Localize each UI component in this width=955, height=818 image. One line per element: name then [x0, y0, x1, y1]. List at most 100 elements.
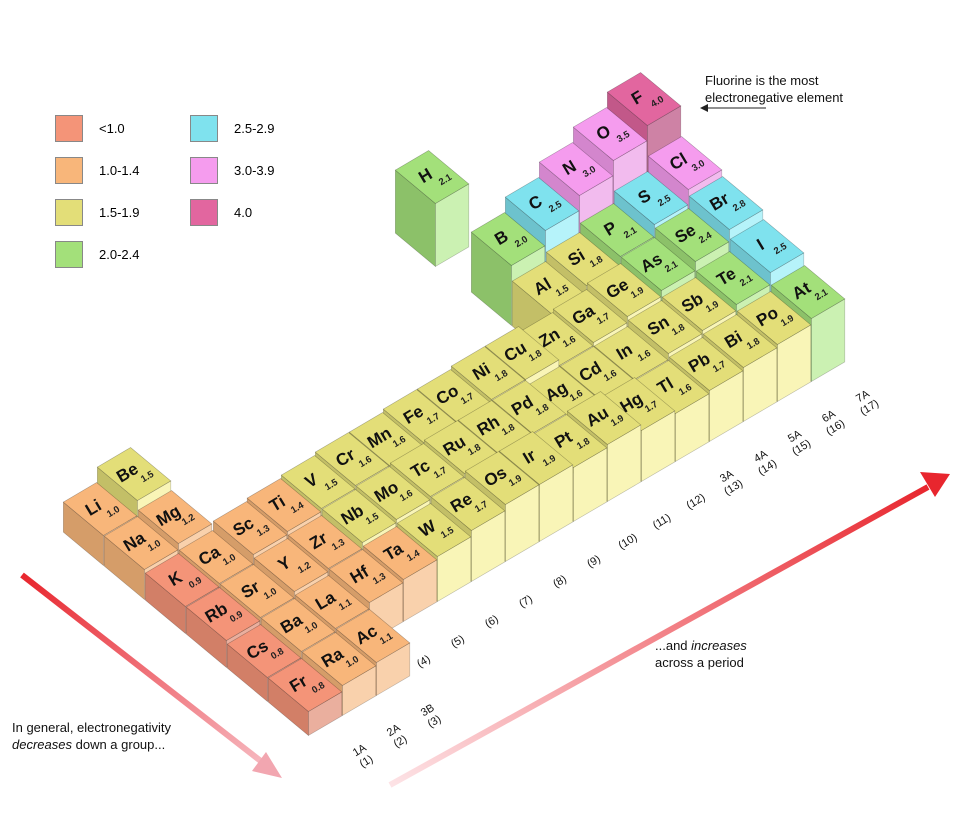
legend-swatch	[190, 157, 218, 184]
arrow-shaft	[20, 572, 264, 765]
group-label: (12)	[684, 492, 707, 512]
across-note: ...and increases across a period	[655, 637, 747, 671]
block-top-face	[688, 176, 764, 230]
note-text: down a group...	[75, 737, 166, 752]
group-name: 3B	[419, 702, 437, 719]
block-top-face	[430, 477, 506, 531]
note-line: decreases down a group...	[12, 736, 171, 753]
element-block: Bi 1.8	[702, 314, 778, 423]
legend-swatch	[55, 157, 83, 184]
block-top-face	[464, 451, 540, 505]
legend-label: 3.0-3.9	[234, 163, 275, 178]
legend-swatch	[55, 241, 83, 268]
block-top-face	[178, 530, 254, 584]
block-right-face	[709, 370, 744, 443]
note-line: In general, electronegativity	[12, 720, 171, 735]
group-number: (12)	[684, 492, 707, 512]
block-top-face	[301, 632, 377, 686]
block-top-face	[212, 501, 288, 555]
group-number: (2)	[392, 733, 410, 750]
group-label: 2A(2)	[385, 722, 410, 751]
block-right-face	[743, 347, 778, 423]
block-top-face	[736, 291, 812, 345]
legend-label: <1.0	[99, 121, 125, 136]
group-number: (4)	[415, 653, 433, 670]
arrow-across-group	[388, 472, 950, 788]
block-top-face	[606, 72, 682, 126]
legend-swatch	[55, 115, 83, 142]
block-top-face	[702, 314, 778, 368]
block-top-face	[566, 391, 642, 445]
block-top-face	[396, 503, 472, 557]
block-top-face	[328, 549, 404, 603]
group-number: (10)	[616, 532, 639, 552]
block-top-face	[627, 300, 703, 354]
group-label: (10)	[616, 532, 639, 552]
block-right-face	[435, 183, 470, 268]
group-number: (8)	[551, 573, 569, 590]
group-label: 3B(3)	[419, 702, 443, 730]
legend-swatch	[190, 115, 218, 142]
group-label: 7A(17)	[854, 388, 881, 418]
group-label: 3A(13)	[718, 468, 745, 498]
block-top-face	[260, 598, 336, 652]
group-label: (4)	[415, 653, 433, 670]
group-number: (1)	[358, 753, 376, 770]
block-top-face	[287, 515, 363, 569]
block-right-face	[573, 447, 608, 523]
pointer-head	[700, 104, 708, 112]
block-top-face	[552, 289, 628, 343]
block-right-face	[641, 410, 676, 483]
block-top-face	[280, 455, 356, 509]
block-top-face	[586, 263, 662, 317]
legend-label: 1.5-1.9	[99, 205, 140, 220]
element-block: H 2.1	[394, 150, 470, 268]
block-top-face	[579, 203, 655, 257]
element-block: Fr 0.8	[267, 658, 343, 737]
emphasis: increases	[691, 638, 747, 653]
legend-label: 2.0-2.4	[99, 247, 140, 262]
block-top-face	[620, 237, 696, 291]
element-blocks: H 2.1F 4.0O 3.5Cl 3.0N 3.0S 2.5 Br2.8C 2.5P 2.1 Se…	[62, 72, 846, 737]
legend-swatch	[55, 199, 83, 226]
group-label: (8)	[551, 573, 569, 590]
note-line: Fluorine is the most	[705, 73, 819, 88]
block-top-face	[491, 380, 567, 434]
note-line: across a period	[655, 655, 744, 670]
group-number: (9)	[585, 553, 603, 570]
block-top-face	[219, 564, 295, 618]
legend-label: 1.0-1.4	[99, 163, 140, 178]
block-right-face	[811, 298, 846, 383]
note-text: ...and	[655, 638, 688, 653]
arrow-shaft	[388, 484, 930, 788]
block-right-face	[471, 510, 506, 583]
group-label: (5)	[449, 633, 467, 650]
group-label: 6A(16)	[820, 408, 847, 438]
block-top-face	[661, 277, 737, 331]
note-line: ...and increases	[655, 637, 747, 654]
block-top-face	[185, 587, 261, 641]
block-top-face	[538, 142, 614, 196]
group-number: (5)	[449, 633, 467, 650]
block-top-face	[572, 107, 648, 161]
legend-label: 4.0	[234, 205, 253, 220]
block-top-face	[498, 431, 574, 485]
legend-swatch	[190, 199, 218, 226]
arrow-down-group	[20, 572, 282, 778]
fluorine-note: Fluorine is the most electronegative ele…	[705, 72, 843, 106]
down-note: In general, electronegativity decreases …	[12, 719, 171, 753]
block-right-face	[539, 464, 574, 543]
legend-label: 2.5-2.9	[234, 121, 275, 136]
group-number: (11)	[651, 512, 673, 532]
block-right-face	[675, 393, 710, 463]
arrow-head	[920, 472, 950, 497]
block-top-face	[314, 432, 390, 486]
block-top-face	[103, 516, 179, 570]
block-top-face	[647, 136, 723, 190]
group-label: 5A(15)	[786, 428, 813, 458]
block-top-face	[335, 609, 411, 663]
block-top-face	[695, 251, 771, 305]
group-label: (9)	[585, 553, 603, 570]
